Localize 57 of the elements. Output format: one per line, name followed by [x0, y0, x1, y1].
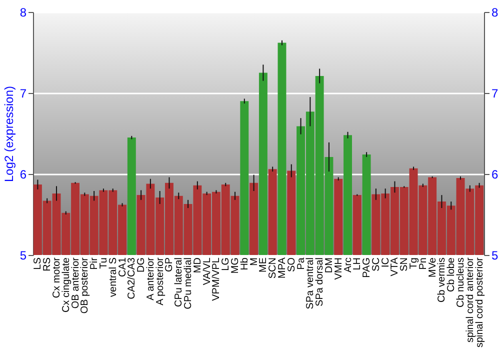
x-tick-label: Cb lobe [446, 257, 458, 292]
x-tick-label: SN [399, 258, 410, 272]
x-tick-label: VA/VL [202, 257, 213, 286]
x-tick-label: Pir [89, 256, 100, 270]
x-tick-label: M [248, 258, 260, 266]
x-tick-label: Cb vermis [436, 258, 448, 303]
x-tick-label: Cx motor [51, 256, 62, 298]
x-tick-label: Tg [408, 258, 420, 270]
x-tick-label: CA2/CA3 [126, 257, 138, 300]
y2-tick-label: 6 [492, 168, 498, 182]
x-tick-label: MPA [276, 257, 288, 278]
x-tick-label: MVe [427, 257, 438, 278]
x-tick-label: CPu medial [183, 258, 194, 310]
x-tick-label: DG [136, 257, 148, 272]
y-tick-label: 7 [20, 86, 27, 100]
x-tick-label: LG [220, 257, 232, 271]
y2-tick-label: 8 [492, 6, 498, 20]
x-tick-label: A anterior [145, 256, 156, 300]
x-tick-label: SPa ventral [305, 258, 316, 310]
x-tick-label: VMH [333, 258, 344, 280]
x-tick-label: DM [324, 258, 335, 274]
x-tick-label: ventral S [108, 257, 119, 297]
x-tick-label: Cx cingulate [60, 257, 72, 313]
x-tick-label: VTA [390, 257, 401, 276]
x-tick-label: GP [164, 257, 176, 272]
x-tick-label: Tu [98, 258, 110, 269]
x-tick-label: SO [286, 257, 298, 272]
x-tick-label: CA1 [117, 257, 128, 277]
x-tick-label: PAG [362, 257, 373, 278]
x-tick-label: CPu lateral [174, 258, 185, 307]
x-tick-label: Cb nucleus [456, 258, 467, 308]
x-tick-label: LH [352, 258, 364, 270]
x-tick-label: MG [230, 257, 242, 274]
x-tick-label: spinal cord posterior [474, 256, 486, 348]
x-tick-label: SPa dorsal [314, 258, 326, 306]
x-tick-label: IC [380, 258, 392, 268]
y-axis-title: Log2 (expression) [2, 86, 16, 182]
x-tick-label: VPM/VPL [211, 257, 222, 301]
x-tick-label: LS [32, 257, 44, 270]
x-tick-label: SC [370, 258, 382, 272]
x-tick-label: RS [42, 257, 54, 272]
y-tick-label: 6 [20, 168, 27, 182]
x-tick-label: OB anterior [70, 256, 82, 309]
y-tick-label: 8 [20, 6, 27, 20]
x-tick-label: ME [258, 257, 270, 272]
y-tick-label: 5 [20, 248, 27, 262]
x-tick-label: spinal cord anterior [464, 256, 476, 343]
x-tick-label: Arc [342, 258, 354, 272]
x-tick-label: Pn [418, 258, 429, 270]
x-tick-label: Hb [239, 257, 250, 270]
x-tick-label: SCN [268, 258, 279, 279]
x-tick-label: Pa [296, 257, 307, 270]
y2-tick-label: 7 [492, 86, 498, 100]
y2-tick-label: 5 [492, 248, 498, 262]
x-tick-label: OB posterior [80, 256, 91, 314]
x-tick-label: A posterior [154, 256, 166, 306]
x-tick-label: MD [192, 258, 204, 274]
